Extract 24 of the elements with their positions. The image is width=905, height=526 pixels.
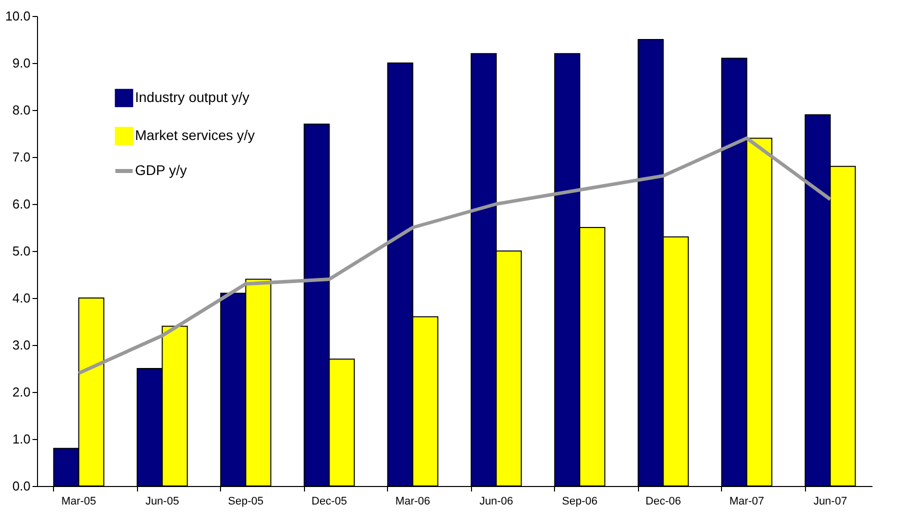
legend-label: Industry output y/y xyxy=(135,89,250,105)
y-tick-label: 9.0 xyxy=(12,56,30,70)
x-tick-label: Mar-07 xyxy=(729,496,764,508)
legend-label: Market services y/y xyxy=(135,127,255,143)
y-tick-label: 6.0 xyxy=(12,196,30,212)
y-tick-label: 7.0 xyxy=(12,150,30,164)
legend-label: GDP y/y xyxy=(135,162,187,178)
x-tick-label: Mar-06 xyxy=(395,496,430,508)
x-tick-label: Sep-05 xyxy=(228,496,264,508)
y-tick-label: 10.0 xyxy=(5,8,30,24)
x-tick-label: Jun-06 xyxy=(479,496,514,508)
y-tick-label: 0.0 xyxy=(12,478,30,494)
y-tick-label: 3.0 xyxy=(12,338,30,352)
x-tick-label: Dec-06 xyxy=(646,496,681,508)
x-tick-label: Dec-05 xyxy=(312,496,347,508)
y-tick-label: 1.0 xyxy=(12,432,30,446)
y-tick-label: 4.0 xyxy=(12,290,30,306)
y-tick-label: 8.0 xyxy=(12,102,30,118)
y-tick-label: 5.0 xyxy=(12,244,30,258)
x-tick-label: Jun-07 xyxy=(813,496,848,508)
x-tick-label: Sep-06 xyxy=(562,496,598,508)
x-tick-label: Mar-05 xyxy=(61,496,96,508)
y-tick-label: 2.0 xyxy=(12,384,30,400)
x-tick-label: Jun-05 xyxy=(145,496,180,508)
